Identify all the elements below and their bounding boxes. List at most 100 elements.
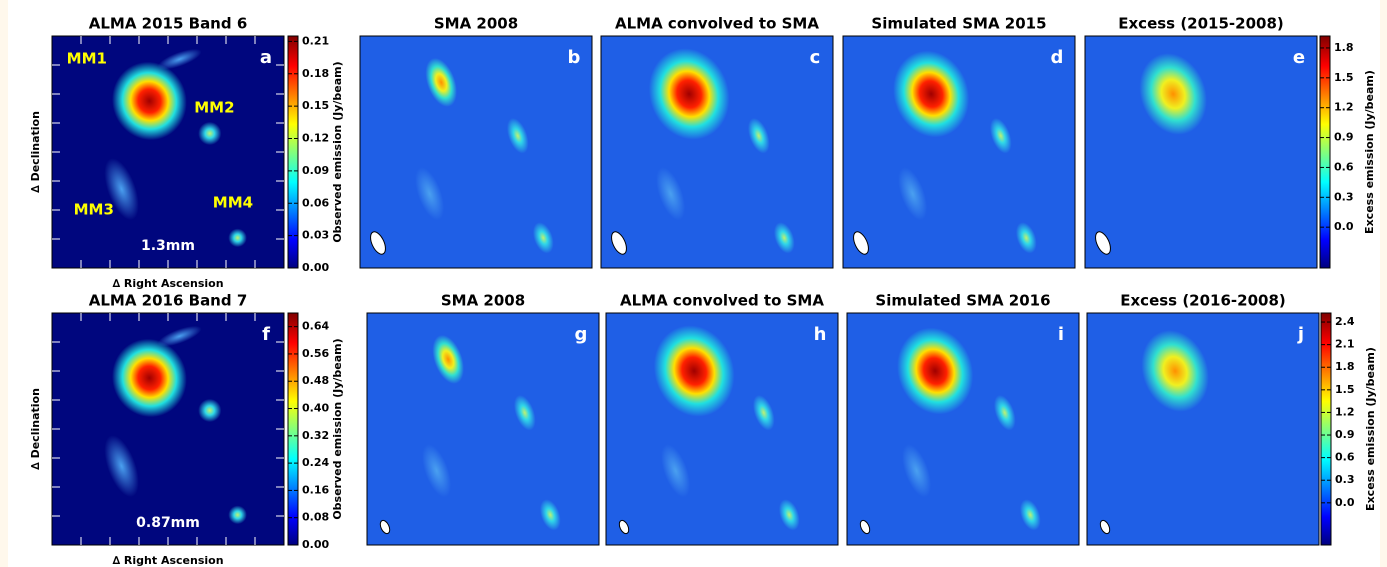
panel-title: SMA 2008	[441, 292, 525, 310]
emission-blob	[425, 57, 457, 107]
beam	[370, 231, 386, 255]
colorbar-tick-label: 0.12	[302, 132, 329, 145]
map-background	[1084, 35, 1318, 269]
panel-letter: j	[1297, 324, 1304, 345]
beam	[859, 519, 871, 535]
map-background	[846, 312, 1080, 546]
colorbar-tick-label: 0.32	[302, 429, 329, 442]
colorbar-tick-label: 1.2	[1335, 405, 1355, 418]
emission-blob	[893, 50, 970, 138]
map-panel	[846, 312, 1080, 546]
beam	[611, 231, 627, 255]
panel-letter: h	[814, 324, 827, 345]
panel-title: Simulated SMA 2016	[875, 292, 1050, 310]
colorbar-tick-label: 0.3	[1334, 190, 1354, 203]
colorbar-tick-label: 0.0	[1335, 496, 1355, 509]
source-label: MM4	[213, 194, 253, 212]
emission-blob	[539, 499, 561, 531]
panel-title: ALMA convolved to SMA	[615, 15, 819, 33]
colorbar-tick-label: 0.21	[302, 34, 329, 47]
colorbar-tick-label: 1.5	[1334, 71, 1354, 84]
map-background	[1086, 312, 1320, 546]
emission-blob	[112, 61, 187, 141]
colorbar-tick-label: 0.09	[302, 164, 329, 177]
colorbar-tick-label: 0.9	[1334, 131, 1354, 144]
emission-blob	[993, 395, 1016, 431]
emission-blob	[198, 121, 222, 146]
colorbar-tick-label: 0.16	[302, 483, 329, 496]
panel-letter: b	[568, 47, 581, 68]
emission-blob	[752, 395, 775, 431]
beam	[1095, 231, 1111, 255]
wavelength-label: 0.87mm	[136, 515, 200, 531]
colorbar-tick-label: 1.2	[1334, 101, 1354, 114]
source-label: MM2	[194, 98, 234, 116]
emission-blob	[157, 325, 202, 347]
panel-title: Simulated SMA 2015	[871, 15, 1046, 33]
emission-blob	[1015, 222, 1037, 254]
emission-blob	[228, 505, 247, 525]
colorbar-label: Observed emission (Jy/beam)	[331, 61, 344, 242]
colorbar	[287, 35, 299, 269]
map-background	[359, 35, 593, 269]
emission-blob	[228, 228, 247, 248]
colorbar-tick-label: 0.9	[1335, 428, 1355, 441]
colorbar-tick-label: 0.08	[302, 511, 329, 524]
map-panel	[1084, 35, 1318, 269]
colorbar-tick-label: 0.56	[302, 347, 329, 360]
y-axis-label: ∆ Declination	[29, 111, 42, 193]
map-panel	[605, 312, 839, 546]
source-label: MM1	[67, 50, 107, 68]
emission-blob	[747, 118, 770, 154]
colorbar-tick-label: 1.8	[1334, 41, 1354, 54]
source-label: MM3	[74, 201, 114, 219]
panel-title: SMA 2008	[434, 15, 518, 33]
colorbar-label: Observed emission (Jy/beam)	[331, 338, 344, 519]
colorbar-tick-label: 0.3	[1335, 473, 1355, 486]
colorbar	[1320, 312, 1332, 546]
colorbar-tick-label: 1.8	[1335, 360, 1355, 373]
map-background	[366, 312, 600, 546]
emission-blob	[513, 395, 536, 431]
colorbar-label: Excess emission (Jy/beam)	[1363, 70, 1376, 234]
wavelength-label: 1.3mm	[141, 238, 195, 254]
emission-blob	[415, 167, 445, 221]
map-panel	[366, 312, 600, 546]
colorbar-tick-label: 0.6	[1335, 451, 1355, 464]
beam	[379, 519, 391, 535]
beam	[1099, 519, 1111, 535]
map-panel	[51, 312, 285, 546]
emission-blob	[104, 158, 139, 221]
emission-blob	[532, 222, 554, 254]
colorbar-tick-label: 1.5	[1335, 383, 1355, 396]
panel-letter: g	[575, 324, 588, 345]
emission-blob	[778, 499, 800, 531]
panel-title: Excess (2016-2008)	[1120, 292, 1286, 310]
panel-title: ALMA 2015 Band 6	[89, 15, 248, 33]
colorbar-tick-label: 0.00	[302, 538, 329, 551]
colorbar-tick-label: 2.1	[1335, 338, 1355, 351]
y-axis-label: ∆ Declination	[29, 388, 42, 470]
panel-title: Excess (2015-2008)	[1118, 15, 1284, 33]
emission-blob	[432, 334, 464, 384]
beam	[618, 519, 630, 535]
x-axis-label: ∆ Right Ascension	[112, 277, 223, 290]
map-panel	[359, 35, 593, 269]
map-panel	[1086, 312, 1320, 546]
emission-blob	[198, 398, 222, 423]
emission-blob	[506, 118, 529, 154]
map-panel	[51, 35, 285, 269]
map-panel	[600, 35, 834, 269]
panel-letter: d	[1051, 47, 1064, 68]
x-axis-label: ∆ Right Ascension	[112, 554, 223, 567]
colorbar-tick-label: 2.4	[1335, 315, 1355, 328]
emission-blob	[897, 327, 974, 415]
colorbar-tick-label: 0.48	[302, 374, 329, 387]
colorbar-tick-label: 0.00	[302, 261, 329, 274]
beam	[853, 231, 869, 255]
emission-blob	[648, 48, 730, 140]
emission-blob	[1139, 53, 1207, 135]
panel-letter: c	[810, 47, 821, 68]
